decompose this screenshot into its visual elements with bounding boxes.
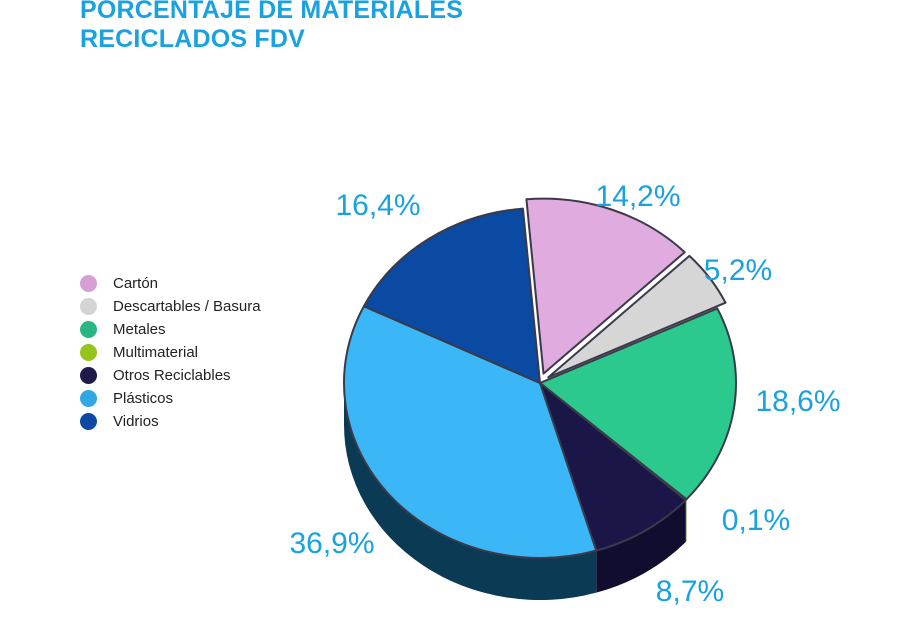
data-label-carton: 14,2% [595,180,680,213]
data-label-descartables: 5,2% [704,254,772,287]
legend-item-metales: Metales [80,318,261,341]
legend-label-descartables: Descartables / Basura [113,298,261,315]
legend-item-vidrios: Vidrios [80,410,261,433]
legend-label-carton: Cartón [113,275,159,292]
pie-slice-otros-reciclables [539,382,687,552]
pie-slices [343,197,737,559]
chart-title-line-1: PORCENTAJE DE MATERIALES [80,0,464,24]
pie-slice-metales [539,307,737,501]
data-label-multimaterial: 0,1% [722,504,790,537]
legend-item-carton: Cartón [80,272,261,295]
legend-item-multimaterial: Multimaterial [80,341,261,364]
legend-label-plasticos: Plásticos [113,390,174,407]
pie-side-multimaterial [685,499,687,543]
data-label-plasticos: 36,9% [289,527,374,560]
legend-label-metales: Metales [113,321,166,338]
pie-side-otros-reciclables [596,500,686,593]
chart-title: PORCENTAJE DE MATERIALES RECICLADOS FDV [80,0,463,54]
legend-label-vidrios: Vidrios [113,413,159,430]
legend-swatch-descartables [80,298,97,315]
pie-3d-sides [344,383,687,601]
legend-item-plasticos: Plásticos [80,387,261,410]
chart-legend: Cartón Descartables / Basura Metales Mul… [80,272,261,433]
data-label-vidrios: 16,4% [335,189,420,222]
legend-item-otros-reciclables: Otros Reciclables [80,364,261,387]
pie-slice-plasticos [343,305,598,559]
pie-side-plasticos [344,383,597,601]
legend-swatch-otros-reciclables [80,367,97,384]
legend-label-otros-reciclables: Otros Reciclables [113,367,231,384]
legend-swatch-metales [80,321,97,338]
legend-label-multimaterial: Multimaterial [113,344,199,361]
data-label-metales: 18,6% [755,385,840,418]
pie-slice-vidrios [362,207,541,384]
legend-swatch-plasticos [80,390,97,407]
legend-item-descartables: Descartables / Basura [80,295,261,318]
legend-swatch-multimaterial [80,344,97,361]
pie-slice-carton [525,197,686,375]
chart-title-line-2: RECICLADOS FDV [80,25,306,53]
legend-swatch-carton [80,275,97,292]
legend-swatch-vidrios [80,413,97,430]
pie-data-labels: 14,2% 5,2% 18,6% 0,1% 8,7% 36,9% 16,4% [289,180,840,608]
data-label-otros-reciclables: 8,7% [656,575,724,608]
pie-slice-descartables [547,254,727,379]
